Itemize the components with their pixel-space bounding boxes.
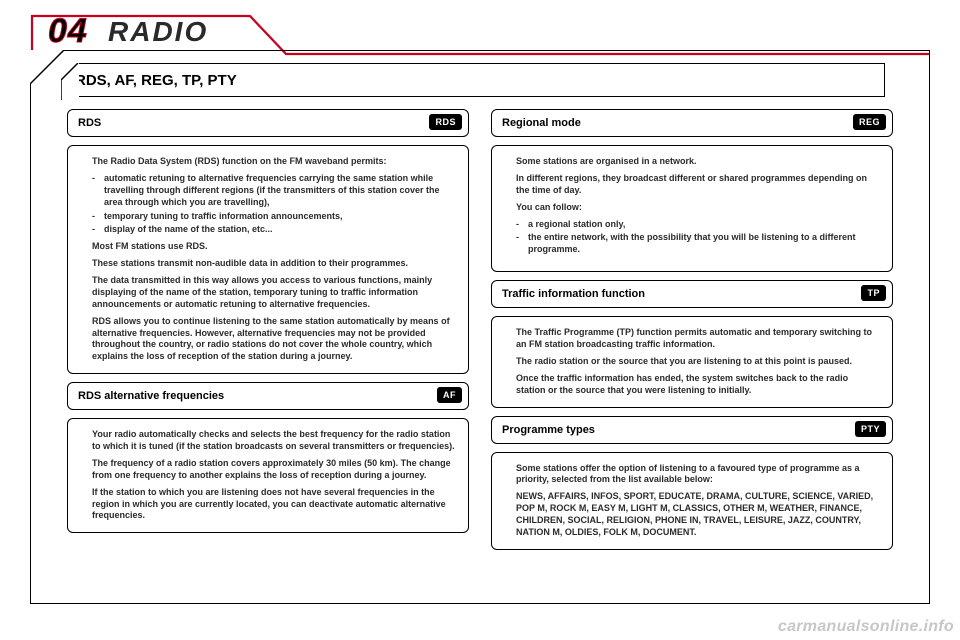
pty-body: Some stations offer the option of listen…: [491, 452, 893, 550]
reg-p3: You can follow:: [516, 202, 880, 214]
list-item: temporary tuning to traffic information …: [92, 211, 456, 223]
af-p1: Your radio automatically checks and sele…: [92, 429, 456, 453]
frame-notch: [30, 50, 64, 84]
watermark: carmanualsonline.info: [778, 618, 954, 636]
rds-body: The Radio Data System (RDS) function on …: [67, 145, 469, 374]
tp-header: Traffic information function TP: [491, 280, 893, 308]
rds-header: RDS RDS: [67, 109, 469, 137]
pty-header: Programme types PTY: [491, 416, 893, 444]
reg-header: Regional mode REG: [491, 109, 893, 137]
section-title-bar: RDS, AF, REG, TP, PTY: [61, 63, 885, 97]
tp-p3: Once the traffic information has ended, …: [516, 373, 880, 397]
chapter-number: 04: [48, 12, 88, 51]
list-item: automatic retuning to alternative freque…: [92, 173, 456, 209]
pty-p1: Some stations offer the option of listen…: [516, 463, 880, 487]
af-header: RDS alternative frequencies AF: [67, 382, 469, 410]
list-item: a regional station only,: [516, 219, 880, 231]
reg-body: Some stations are organised in a network…: [491, 145, 893, 272]
tp-badge: TP: [861, 285, 886, 301]
pty-badge: PTY: [855, 421, 886, 437]
rds-p5: RDS allows you to continue listening to …: [92, 316, 456, 364]
title-bar-notch: [61, 63, 79, 100]
tp-label: Traffic information function: [502, 288, 645, 300]
list-item: the entire network, with the possibility…: [516, 232, 880, 256]
page: 04 RADIO RDS, AF, REG, TP, PTY: [0, 0, 960, 640]
tp-body: The Traffic Programme (TP) function perm…: [491, 316, 893, 407]
af-p2: The frequency of a radio station covers …: [92, 458, 456, 482]
list-item: display of the name of the station, etc.…: [92, 224, 456, 236]
tp-p1: The Traffic Programme (TP) function perm…: [516, 327, 880, 351]
af-body: Your radio automatically checks and sele…: [67, 418, 469, 533]
reg-p2: In different regions, they broadcast dif…: [516, 173, 880, 197]
af-label: RDS alternative frequencies: [78, 390, 224, 402]
rds-bullets: automatic retuning to alternative freque…: [92, 173, 456, 236]
reg-label: Regional mode: [502, 117, 581, 129]
pty-list: NEWS, AFFAIRS, INFOS, SPORT, EDUCATE, DR…: [516, 491, 880, 539]
rds-intro: The Radio Data System (RDS) function on …: [92, 156, 456, 168]
pty-label: Programme types: [502, 424, 595, 436]
rds-p4: The data transmitted in this way allows …: [92, 275, 456, 311]
columns: RDS RDS The Radio Data System (RDS) func…: [67, 109, 893, 589]
af-badge: AF: [437, 387, 462, 403]
reg-p1: Some stations are organised in a network…: [516, 156, 880, 168]
content-frame: RDS, AF, REG, TP, PTY RDS RDS The Radio …: [30, 50, 930, 604]
rds-label: RDS: [78, 117, 101, 129]
rds-p2: Most FM stations use RDS.: [92, 241, 456, 253]
chapter-title: RADIO: [108, 16, 208, 48]
tp-p2: The radio station or the source that you…: [516, 356, 880, 368]
af-p3: If the station to which you are listenin…: [92, 487, 456, 523]
reg-badge: REG: [853, 114, 886, 130]
rds-p3: These stations transmit non-audible data…: [92, 258, 456, 270]
right-column: Regional mode REG Some stations are orga…: [491, 109, 893, 589]
left-column: RDS RDS The Radio Data System (RDS) func…: [67, 109, 469, 589]
rds-badge: RDS: [429, 114, 462, 130]
reg-bullets: a regional station only, the entire netw…: [516, 219, 880, 257]
section-title: RDS, AF, REG, TP, PTY: [75, 72, 237, 89]
